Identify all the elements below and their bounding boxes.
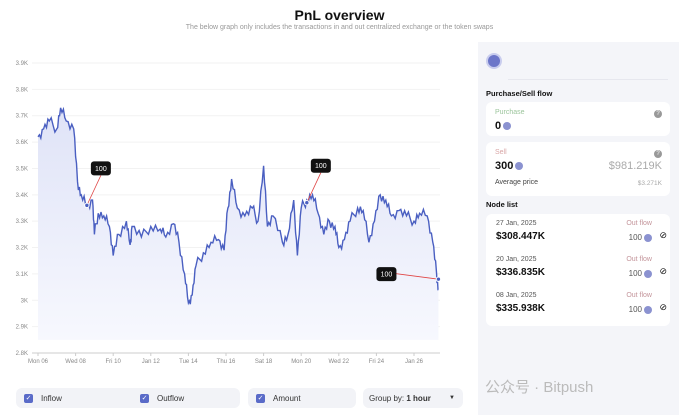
node-amount: 100 [628, 233, 642, 242]
annotation-box [376, 267, 397, 282]
annotation-leader [86, 175, 102, 206]
x-tick-label: Sat 18 [255, 359, 273, 365]
node-item[interactable]: 20 Jan, 2025 $336.835K Out flow 100 ⊘ [486, 252, 670, 290]
node-date: 20 Jan, 2025 [496, 256, 537, 263]
purchase-label: Purchase [495, 109, 525, 116]
annotation-box [90, 161, 111, 176]
watermark: 公众号 · Bitpush [485, 379, 594, 396]
node-item[interactable]: 27 Jan, 2025 $308.447K Out flow 100 ⊘ [486, 216, 670, 254]
help-icon[interactable]: ? [654, 150, 662, 158]
group-by-value: 1 hour [406, 393, 431, 403]
eth-coin-icon [644, 233, 652, 242]
annotation-point [304, 200, 310, 206]
check-icon: ✓ [24, 393, 33, 403]
x-tick-label: Jan 12 [142, 359, 161, 365]
amount-checkbox[interactable]: ✓ Amount [248, 388, 356, 408]
y-tick-label: 3.5K [16, 166, 28, 172]
y-tick-label: 3.4K [16, 193, 28, 199]
divider [508, 79, 668, 80]
x-tick-label: Fri 10 [106, 359, 122, 365]
avg-price-value: $3.271K [637, 180, 662, 187]
node-item[interactable]: 08 Jan, 2025 $335.938K Out flow 100 ⊘ [486, 288, 670, 326]
y-tick-label: 3.2K [16, 246, 28, 252]
node-date: 27 Jan, 2025 [496, 220, 537, 227]
annotation-point [435, 276, 442, 282]
x-tick-label: Thu 16 [217, 359, 236, 365]
node-flow: Out flow [626, 292, 652, 299]
annotation-point [84, 202, 90, 209]
annotation-label: 100 [381, 272, 393, 279]
annotation-label: 100 [95, 166, 107, 173]
price-chart: 3.9K 3.8K 3.7K 3.6K 3.5K 3.4K 3.3K 3.2K 3.1K 3K 2.… [16, 61, 442, 365]
y-tick-label: 3.8K [16, 87, 28, 93]
annotation-leader [306, 172, 322, 203]
eth-coin-icon [644, 305, 652, 314]
node-amount: 100 [628, 269, 642, 278]
annotation-label: 100 [315, 163, 327, 170]
x-tick-label: Wed 22 [329, 359, 350, 365]
ethereum-icon [486, 53, 502, 69]
hide-eye-icon[interactable]: ⊘ [659, 230, 667, 240]
annotation-leader [392, 272, 439, 280]
side-panel: Purchase/Sell flow Purchase ? 0 Sell ? 3… [478, 42, 679, 415]
x-tick-label: Wed 08 [65, 359, 86, 365]
y-tick-label: 2.8K [16, 351, 28, 357]
price-line [37, 106, 439, 306]
area-fill [38, 107, 439, 340]
sell-label: Sell [495, 149, 507, 156]
y-tick-label: 3.9K [16, 61, 28, 67]
eth-coin-icon [515, 162, 524, 171]
sell-usd: $981.219K [608, 160, 662, 172]
y-tick-label: 3.1K [16, 272, 28, 278]
node-value: $336.835K [496, 267, 545, 278]
flow-title: Purchase/Sell flow [486, 89, 553, 98]
group-by-label: Group by: [369, 393, 405, 403]
help-icon[interactable]: ? [654, 110, 662, 118]
inflow-label: Inflow [41, 393, 62, 403]
eth-coin-icon [503, 122, 512, 131]
x-tick-label: Tue 14 [179, 359, 198, 365]
group-by-select[interactable]: Group by: 1 hour ▼ [363, 388, 463, 408]
y-tick-label: 3K [21, 298, 28, 304]
sell-card: Sell ? 300 $981.219K Average price $3.27… [486, 142, 670, 196]
x-tick-label: Mon 20 [291, 359, 312, 365]
node-amount: 100 [628, 305, 642, 314]
x-tick-label: Jan 26 [405, 359, 424, 365]
outflow-checkbox[interactable]: ✓ Outflow [132, 388, 240, 408]
node-list-title: Node list [486, 200, 518, 209]
y-tick-label: 3.7K [16, 114, 28, 120]
hide-eye-icon[interactable]: ⊘ [659, 302, 667, 312]
eth-coin-icon [644, 269, 652, 278]
node-value: $308.447K [496, 231, 545, 242]
annotation-box [310, 158, 331, 173]
node-date: 08 Jan, 2025 [496, 292, 537, 299]
chart-controls: ✓ Inflow ✓ Outflow ✓ Amount Group by: 1 hou… [0, 388, 476, 410]
check-icon: ✓ [140, 393, 149, 403]
hide-eye-icon[interactable]: ⊘ [659, 266, 667, 276]
node-list: 27 Jan, 2025 $308.447K Out flow 100 ⊘ 20… [486, 214, 670, 326]
y-tick-label: 2.9K [16, 325, 28, 331]
sell-value: 300 [495, 160, 514, 172]
page-title: PnL overview [294, 7, 385, 23]
purchase-value: 0 [495, 120, 502, 132]
x-tick-label: Mon 06 [28, 359, 49, 365]
amount-label: Amount [273, 393, 301, 403]
avg-price-label: Average price [495, 179, 539, 186]
purchase-card: Purchase ? 0 [486, 102, 670, 136]
node-flow: Out flow [626, 256, 652, 263]
node-value: $335.938K [496, 303, 545, 314]
x-tick-label: Fri 24 [369, 359, 385, 365]
y-tick-label: 3.3K [16, 219, 28, 225]
y-tick-label: 3.6K [16, 140, 28, 146]
node-flow: Out flow [626, 220, 652, 227]
check-icon: ✓ [256, 393, 265, 403]
dropdown-arrow-icon: ▼ [449, 395, 455, 401]
page-subtitle: The below graph only includes the transa… [185, 24, 494, 31]
outflow-label: Outflow [157, 393, 185, 403]
